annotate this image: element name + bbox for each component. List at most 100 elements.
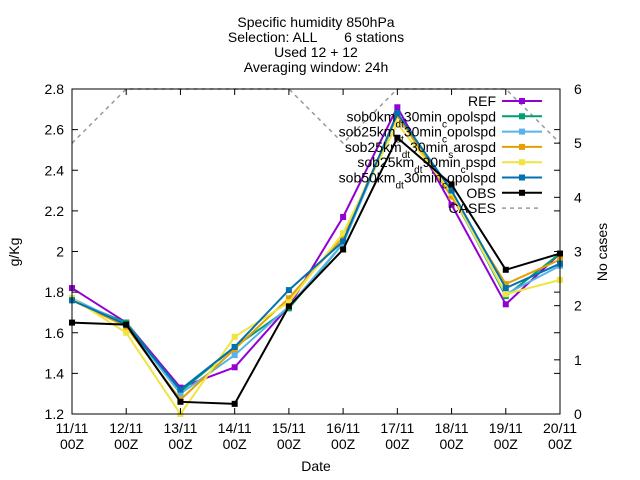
y2-axis: 0 1 2 3 4 5 6 bbox=[554, 81, 582, 422]
series-0-point bbox=[231, 364, 238, 371]
x-tick-label-date: 18/11 bbox=[435, 420, 469, 436]
series-0-point bbox=[448, 201, 455, 208]
legend-label: sob50kmdt30mincopolspd bbox=[339, 170, 496, 192]
y2-tick-label: 4 bbox=[574, 189, 582, 205]
series-4-line bbox=[71, 121, 561, 416]
legend-swatch-marker bbox=[519, 174, 525, 181]
series-6-point bbox=[394, 134, 401, 141]
legend-label: REF bbox=[468, 93, 496, 109]
x-tick-label-date: 19/11 bbox=[489, 420, 523, 436]
x-tick-label-date: 17/11 bbox=[380, 420, 414, 436]
y-tick-label: 1.6 bbox=[45, 325, 65, 341]
series-5-line bbox=[71, 111, 561, 392]
legend-swatch-marker bbox=[519, 159, 525, 166]
y-tick-label: 1.8 bbox=[45, 284, 65, 300]
series-6-point bbox=[502, 266, 509, 273]
series-5-point bbox=[502, 285, 509, 292]
y-tick-label: 1.4 bbox=[45, 365, 65, 381]
x-tick-label-hour: 00Z bbox=[331, 436, 356, 452]
series-4-point bbox=[502, 291, 509, 298]
legend-label: CASES bbox=[449, 200, 496, 216]
x-tick-label-hour: 00Z bbox=[168, 436, 193, 452]
x-tick-label-hour: 00Z bbox=[60, 436, 85, 452]
x-tick-label-date: 13/11 bbox=[163, 420, 197, 436]
y-tick-label: 2.2 bbox=[45, 203, 65, 219]
title-line-1: Specific humidity 850hPa bbox=[237, 14, 394, 30]
y-tick-label: 2.6 bbox=[45, 122, 65, 138]
title-line-4: Averaging window: 24h bbox=[244, 59, 389, 75]
legend-swatch-marker bbox=[519, 113, 525, 120]
x-tick-label-hour: 00Z bbox=[114, 436, 139, 452]
x-tick-label-date: 20/11 bbox=[543, 420, 577, 436]
x-tick-label-hour: 00Z bbox=[223, 436, 248, 452]
x-tick-label-date: 15/11 bbox=[272, 420, 306, 436]
series-6-point bbox=[448, 181, 455, 188]
series-5-point bbox=[394, 110, 401, 117]
series-6-point bbox=[340, 246, 347, 253]
series-5-point bbox=[177, 386, 184, 393]
series-4-point bbox=[231, 333, 238, 340]
y-axis-label: g/Kg bbox=[6, 238, 22, 267]
x-tick-label-date: 16/11 bbox=[326, 420, 360, 436]
legend-swatch-marker bbox=[519, 128, 525, 135]
series-layer bbox=[69, 104, 563, 417]
x-tick-label-hour: 00Z bbox=[548, 436, 573, 452]
series-4-point bbox=[394, 120, 401, 127]
x-tick-label-hour: 00Z bbox=[277, 436, 302, 452]
series-0-line bbox=[71, 105, 561, 389]
series-4-point bbox=[285, 299, 292, 306]
y-tick-label: 2.8 bbox=[45, 81, 65, 97]
series-5-point bbox=[231, 343, 238, 350]
series-3-point bbox=[285, 295, 292, 302]
x-tick-label-hour: 00Z bbox=[439, 436, 464, 452]
series-6-line bbox=[71, 136, 561, 405]
series-6-point bbox=[177, 398, 184, 405]
series-5-point bbox=[448, 187, 455, 194]
legend-label: OBS bbox=[466, 185, 496, 201]
legend-label: sob25kmdt30mincopolspd bbox=[339, 124, 496, 146]
series-6-point bbox=[231, 400, 238, 407]
series-3-point bbox=[340, 234, 347, 241]
series-5-point bbox=[285, 287, 292, 294]
y2-tick-label: 2 bbox=[574, 298, 582, 314]
series-0-point bbox=[340, 213, 347, 220]
chart-title: Specific humidity 850hPa Selection: ALL … bbox=[228, 14, 404, 75]
series-0-point bbox=[394, 104, 401, 111]
series-2-point bbox=[177, 390, 184, 397]
y-axis: 1.2 1.4 1.6 1.8 2 2.2 2.4 2.6 2.8 bbox=[45, 81, 560, 422]
x-tick-label-hour: 00Z bbox=[385, 436, 410, 452]
y-tick-label: 2 bbox=[56, 244, 64, 260]
legend-swatch-marker bbox=[519, 98, 525, 104]
y-tick-label: 1.2 bbox=[45, 406, 65, 422]
y2-tick-label: 5 bbox=[574, 135, 582, 151]
y-tick-label: 2.4 bbox=[45, 162, 65, 178]
x-tick-label-date: 14/11 bbox=[218, 420, 252, 436]
x-axis-label: Date bbox=[301, 458, 331, 474]
series-5-point bbox=[340, 238, 347, 245]
legend-swatch-marker bbox=[519, 143, 525, 150]
legend-label: sob25kmdt90mincpspd bbox=[357, 154, 496, 176]
series-3-point bbox=[448, 193, 455, 200]
series-4-point bbox=[123, 329, 130, 336]
x-axis: 11/1100Z12/1100Z13/1100Z14/1100Z15/1100Z… bbox=[56, 89, 577, 452]
legend: REFsob0kmdt30mincopolspdsob25kmdt30minco… bbox=[339, 93, 542, 216]
y2-tick-label: 3 bbox=[574, 244, 582, 260]
title-line-2: Selection: ALL 6 stations bbox=[228, 29, 404, 45]
series-2-point bbox=[231, 352, 238, 359]
legend-label: sob0kmdt30mincopolspd bbox=[346, 108, 496, 130]
y2-tick-label: 6 bbox=[574, 81, 582, 97]
x-tick-label-hour: 00Z bbox=[494, 436, 519, 452]
legend-swatch-marker bbox=[519, 189, 525, 196]
x-tick-label-date: 12/11 bbox=[109, 420, 143, 436]
y2-axis-label: No cases bbox=[594, 223, 610, 281]
x-tick-label-date: 11/11 bbox=[56, 420, 89, 436]
series-0-point bbox=[502, 301, 509, 308]
y2-tick-label: 0 bbox=[574, 406, 582, 422]
title-line-3: Used 12 + 12 bbox=[274, 44, 358, 60]
series-6-point bbox=[123, 321, 130, 328]
legend-label: sob25kmdt30minsarospd bbox=[345, 139, 496, 161]
series-6-point bbox=[285, 303, 292, 310]
series-4-point bbox=[340, 230, 347, 237]
y2-tick-label: 1 bbox=[574, 352, 582, 368]
